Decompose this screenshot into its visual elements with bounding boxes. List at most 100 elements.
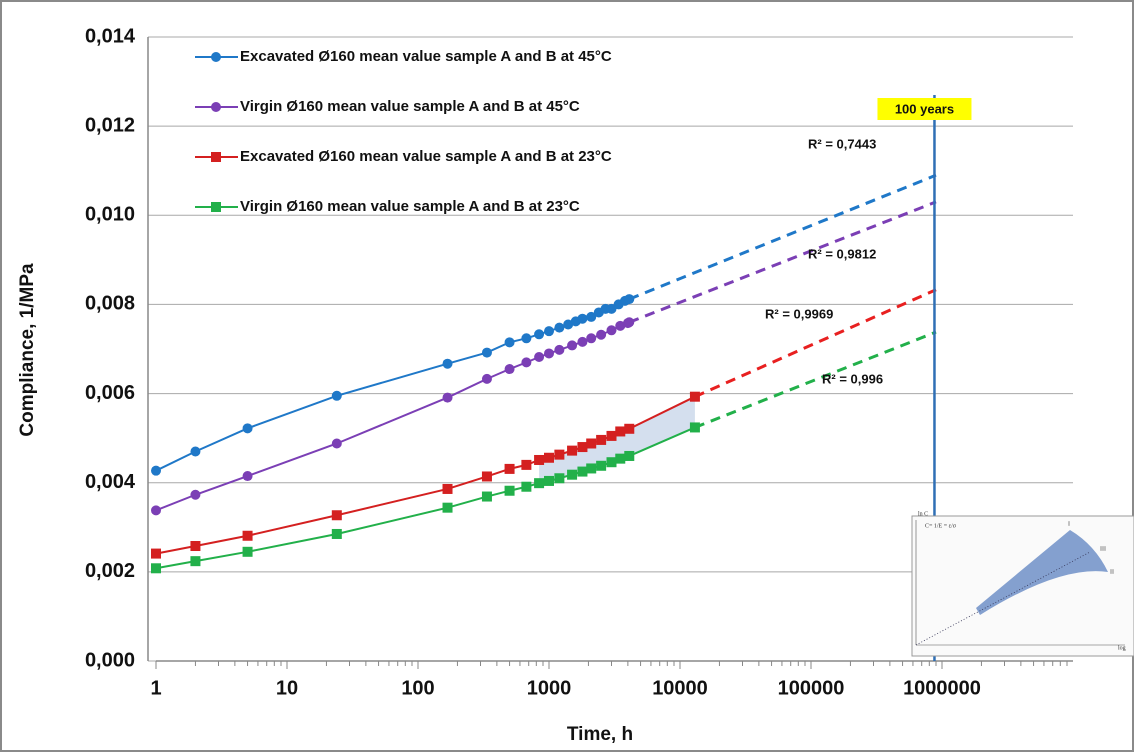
marker bbox=[151, 465, 161, 476]
marker bbox=[190, 556, 201, 567]
trendline bbox=[628, 173, 937, 301]
x-tick-label: 10 bbox=[276, 677, 298, 699]
marker bbox=[554, 449, 565, 460]
marker bbox=[615, 453, 626, 464]
marker bbox=[442, 483, 453, 494]
marker bbox=[190, 541, 201, 552]
marker bbox=[586, 463, 597, 474]
marker bbox=[563, 319, 574, 330]
r-squared-label: R² = 0,996 bbox=[822, 371, 883, 386]
r-squared-label: R² = 0,7443 bbox=[808, 136, 876, 151]
r-squared-label: R² = 0,9969 bbox=[765, 306, 833, 321]
marker bbox=[606, 457, 617, 468]
marker bbox=[586, 333, 597, 344]
marker bbox=[521, 481, 532, 492]
marker bbox=[481, 471, 492, 482]
marker bbox=[544, 452, 554, 463]
x-tick-label: 100000 bbox=[778, 677, 845, 699]
trendline bbox=[694, 288, 937, 399]
marker bbox=[442, 502, 453, 513]
inset-label: ln C bbox=[918, 511, 928, 517]
marker bbox=[504, 485, 515, 496]
marker bbox=[442, 392, 453, 403]
marker bbox=[242, 530, 253, 541]
marker bbox=[544, 348, 554, 359]
marker bbox=[534, 454, 545, 465]
marker bbox=[606, 325, 617, 336]
marker bbox=[689, 391, 700, 402]
marker bbox=[606, 430, 617, 441]
legend-label: Excavated Ø160 mean value sample A and B… bbox=[240, 48, 612, 65]
marker bbox=[624, 294, 635, 305]
marker bbox=[567, 340, 578, 351]
marker bbox=[689, 422, 700, 433]
marker bbox=[554, 473, 565, 484]
marker bbox=[567, 445, 578, 456]
marker bbox=[331, 438, 342, 449]
inset-label: I bbox=[1068, 521, 1070, 527]
trendline bbox=[628, 200, 937, 324]
inset-label: log bbox=[1118, 645, 1126, 651]
marker bbox=[331, 528, 342, 539]
marker bbox=[554, 322, 565, 333]
marker bbox=[624, 423, 635, 434]
marker bbox=[481, 491, 492, 502]
marker bbox=[521, 333, 532, 344]
x-tick-label: 1000000 bbox=[903, 677, 981, 699]
y-tick-label: 0,000 bbox=[85, 649, 135, 671]
marker bbox=[554, 344, 565, 355]
legend-marker bbox=[211, 202, 221, 212]
marker bbox=[577, 466, 588, 477]
x-axis-label: Time, h bbox=[567, 724, 633, 745]
trendline bbox=[694, 330, 937, 429]
marker bbox=[606, 303, 617, 314]
marker bbox=[331, 510, 342, 521]
marker bbox=[242, 471, 253, 482]
y-tick-label: 0,006 bbox=[85, 382, 135, 404]
marker bbox=[596, 434, 607, 445]
x-tick-label: 1000 bbox=[527, 677, 572, 699]
marker bbox=[481, 347, 492, 358]
marker bbox=[586, 438, 597, 449]
legend-label: Excavated Ø160 mean value sample A and B… bbox=[240, 148, 612, 165]
marker bbox=[534, 329, 545, 340]
marker bbox=[615, 426, 626, 437]
inset-label: II bbox=[1110, 569, 1114, 575]
reference-label: 100 years bbox=[895, 101, 954, 116]
marker bbox=[534, 352, 545, 363]
marker bbox=[504, 463, 515, 474]
y-tick-label: 0,004 bbox=[85, 471, 136, 493]
shaded-region bbox=[539, 396, 695, 484]
y-tick-label: 0,014 bbox=[85, 25, 136, 47]
marker bbox=[577, 336, 588, 347]
y-tick-label: 0,002 bbox=[85, 560, 135, 582]
marker bbox=[624, 317, 635, 328]
marker bbox=[544, 326, 554, 337]
marker bbox=[567, 469, 578, 480]
marker bbox=[504, 364, 515, 375]
marker bbox=[242, 423, 253, 434]
marker bbox=[242, 546, 253, 557]
marker bbox=[190, 489, 201, 500]
marker bbox=[504, 337, 515, 348]
y-tick-label: 0,012 bbox=[85, 114, 135, 136]
legend-label: Virgin Ø160 mean value sample A and B at… bbox=[240, 98, 580, 115]
marker bbox=[534, 478, 545, 489]
reference-label-bg bbox=[877, 98, 972, 120]
legend-label: Virgin Ø160 mean value sample A and B at… bbox=[240, 198, 580, 215]
marker bbox=[596, 329, 607, 340]
y-axis-label: Compliance, 1/MPa bbox=[17, 263, 38, 437]
marker bbox=[586, 311, 597, 322]
y-tick-label: 0,008 bbox=[85, 293, 135, 315]
marker bbox=[151, 563, 161, 574]
marker bbox=[481, 373, 492, 384]
marker bbox=[442, 358, 453, 369]
marker bbox=[521, 459, 532, 470]
x-tick-label: 100 bbox=[401, 677, 434, 699]
r-squared-label: R² = 0,9812 bbox=[808, 246, 876, 261]
marker bbox=[521, 357, 532, 368]
inset-label: III bbox=[1100, 546, 1106, 552]
inset-fan bbox=[976, 530, 1108, 615]
